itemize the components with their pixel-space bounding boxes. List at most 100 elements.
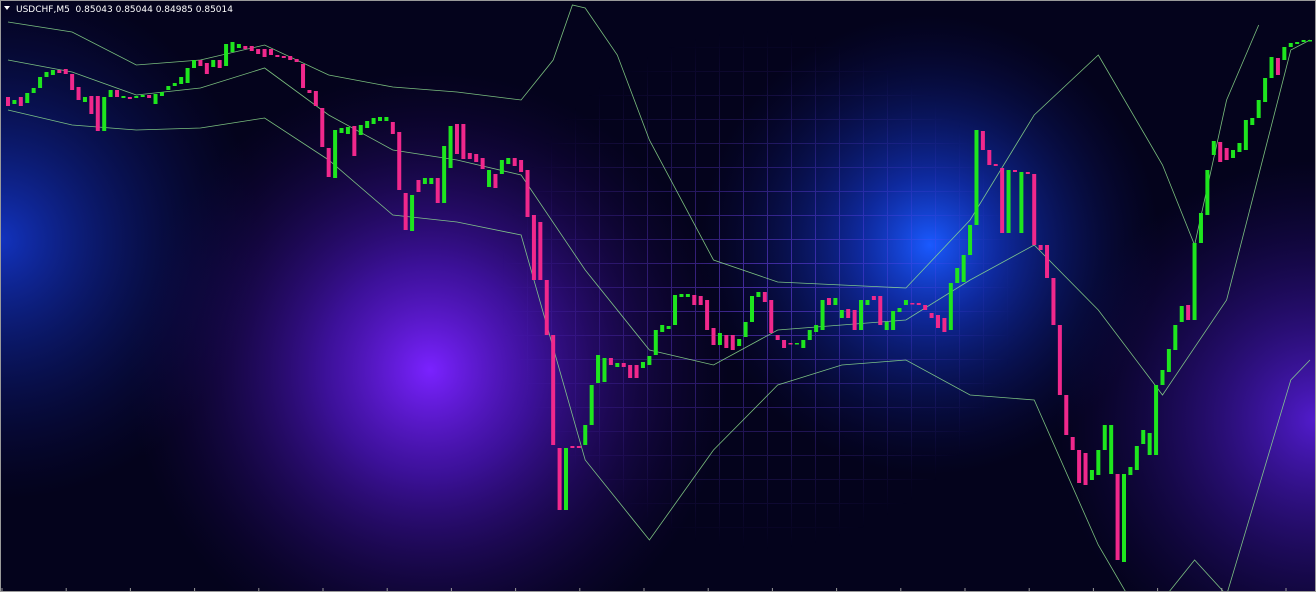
candle	[50, 70, 55, 75]
candle	[878, 296, 883, 325]
candle	[756, 292, 761, 297]
menu-arrow[interactable]	[4, 6, 10, 10]
candle	[987, 150, 992, 165]
candle	[685, 294, 690, 297]
candle	[1038, 245, 1043, 250]
candle	[390, 122, 395, 134]
candle	[38, 77, 43, 88]
candle	[1134, 446, 1139, 470]
candle	[602, 358, 607, 382]
candle	[294, 59, 299, 62]
candle	[724, 335, 729, 348]
candle	[159, 92, 164, 96]
candle	[1025, 172, 1030, 174]
candle	[1102, 425, 1107, 450]
candle	[1301, 40, 1306, 42]
candle	[1051, 278, 1056, 325]
candle	[512, 158, 517, 166]
candle	[1070, 437, 1075, 450]
candle	[1269, 57, 1274, 78]
candle	[1288, 43, 1293, 47]
candle	[422, 178, 427, 184]
candle	[1263, 78, 1268, 102]
candle	[172, 83, 177, 86]
candle	[839, 310, 844, 318]
candle	[1077, 450, 1082, 483]
candle	[615, 363, 620, 367]
candle	[31, 88, 36, 93]
candle	[544, 280, 549, 335]
candle	[948, 283, 953, 330]
candle	[807, 330, 812, 340]
candle	[268, 49, 273, 55]
candle	[679, 294, 684, 297]
candle	[25, 93, 30, 103]
candle	[1154, 385, 1159, 455]
candle	[762, 292, 767, 302]
candle	[320, 108, 325, 147]
candle	[923, 305, 928, 310]
candle	[692, 295, 697, 305]
candle	[243, 46, 248, 49]
candle	[1282, 47, 1287, 60]
candle	[12, 100, 17, 104]
candle	[557, 448, 562, 510]
candle	[730, 335, 735, 350]
candle	[345, 127, 350, 134]
candle	[743, 322, 748, 337]
candle	[1295, 42, 1300, 44]
candle	[1083, 453, 1088, 485]
candle	[435, 178, 440, 203]
candle	[230, 42, 235, 52]
candle	[564, 448, 568, 510]
candle	[993, 164, 998, 166]
candle	[1308, 40, 1312, 42]
candle	[76, 87, 81, 100]
candle	[82, 97, 87, 102]
candle	[621, 363, 626, 367]
candle	[506, 158, 511, 164]
chart-title: USDCHF,M5 0.85043 0.85044 0.84985 0.8501…	[16, 5, 233, 15]
candle	[1128, 467, 1133, 475]
candle	[493, 174, 498, 188]
candle	[204, 63, 209, 74]
candle	[628, 365, 633, 378]
candle	[1231, 150, 1236, 158]
candle	[301, 64, 306, 88]
candle	[384, 117, 389, 121]
candle	[185, 68, 190, 83]
candle	[782, 340, 787, 348]
candle	[833, 298, 838, 305]
candle	[198, 60, 203, 66]
candle	[1122, 474, 1126, 562]
candle	[1243, 120, 1248, 150]
candle	[89, 96, 94, 114]
candle	[717, 333, 722, 345]
candle	[18, 97, 23, 106]
candle	[365, 121, 370, 128]
candle	[705, 300, 710, 330]
candle	[352, 126, 357, 156]
candle	[217, 60, 222, 68]
candle	[179, 77, 184, 84]
candle	[570, 446, 575, 448]
candle	[525, 170, 530, 217]
candle	[57, 70, 62, 73]
candle	[897, 308, 902, 312]
candle	[371, 118, 376, 124]
candle	[814, 325, 819, 332]
candle	[1256, 100, 1261, 118]
candle	[711, 328, 716, 345]
candle	[852, 310, 857, 330]
candle	[916, 303, 921, 305]
candle	[1147, 433, 1152, 455]
candle	[1198, 213, 1203, 243]
candle	[968, 225, 973, 255]
candle	[410, 195, 415, 231]
candle	[416, 180, 421, 192]
candle	[1141, 430, 1146, 444]
candle	[820, 300, 825, 330]
candle	[6, 97, 10, 106]
